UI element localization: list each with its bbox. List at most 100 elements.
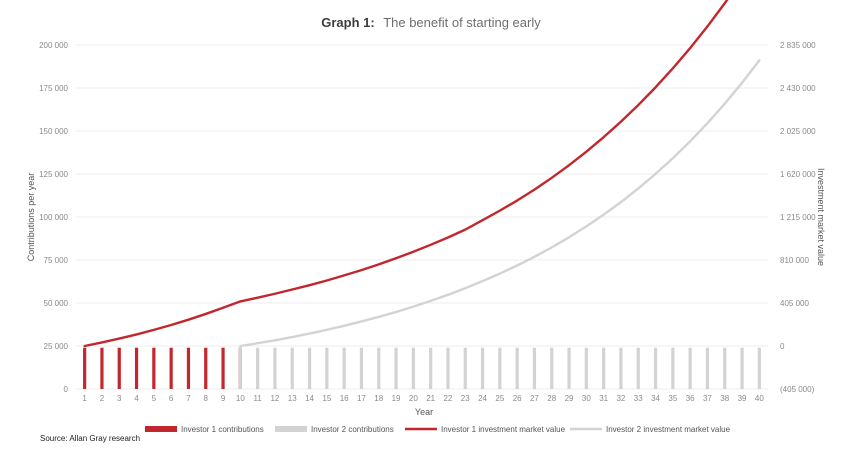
bar-investor-2-contribution	[653, 347, 658, 389]
bar-investor-2-contribution	[498, 347, 502, 389]
bar-investor-2-contribution	[757, 347, 761, 389]
x-tick-label: 37	[703, 394, 712, 403]
legend-swatch	[275, 426, 307, 432]
x-tick-label: 35	[668, 394, 677, 403]
bar-investor-2-contribution	[307, 347, 312, 389]
gridlines	[76, 44, 768, 390]
x-tick-label: 20	[409, 394, 418, 403]
x-tick-label: 21	[426, 394, 435, 403]
bar-investor-2-contribution	[429, 347, 433, 389]
bar-investor-2-contribution	[238, 347, 242, 389]
chart-title-prefix: Graph 1:	[321, 15, 374, 30]
y-axis-right-title: Investment market value	[816, 168, 826, 266]
x-tick-label: 34	[651, 394, 660, 403]
legend-label: Investor 1 contributions	[181, 425, 264, 434]
y-right-tick-label: 2 835 000	[780, 41, 816, 50]
y-left-tick-label: 50 000	[44, 299, 69, 308]
x-tick-label: 23	[461, 394, 470, 403]
x-tick-label: 1	[82, 394, 87, 403]
x-tick-label: 31	[599, 394, 608, 403]
y-axis-left-title: Contributions per year	[26, 173, 36, 262]
x-tick-label: 16	[340, 394, 349, 403]
bar-investor-2-contribution	[688, 347, 692, 389]
bar-investor-2-contribution	[567, 347, 571, 389]
x-tick-label: 26	[513, 394, 522, 403]
bar-investor-2-contribution	[290, 347, 294, 389]
bar-investor-2-contribution	[671, 347, 675, 389]
x-tick-label: 40	[755, 394, 764, 403]
y-left-tick-label: 0	[64, 385, 69, 394]
bar-investor-2-contribution	[377, 347, 381, 389]
legend-label: Investor 2 investment market value	[606, 425, 731, 434]
bar-investor-2-contribution	[723, 347, 727, 389]
bar-investor-2-contribution	[619, 347, 623, 389]
y-right-tick-label: 1 215 000	[780, 213, 816, 222]
x-tick-label: 4	[134, 394, 139, 403]
bar-investor-2-contribution	[411, 347, 415, 389]
bar-investor-2-contribution	[602, 347, 606, 389]
series-lines	[83, 0, 761, 348]
bar-investor-1-contribution	[134, 347, 139, 389]
x-tick-label: 6	[169, 394, 174, 403]
x-tick-label: 17	[357, 394, 366, 403]
bar-investor-2-contribution	[515, 347, 519, 389]
x-tick-label: 2	[100, 394, 105, 403]
bar-investor-2-contribution	[342, 347, 346, 389]
x-tick-label: 27	[530, 394, 539, 403]
bar-investor-1-contribution	[83, 347, 87, 389]
y-right-tick-label: (405 000)	[780, 385, 815, 394]
bar-investor-2-contribution	[256, 347, 260, 389]
x-tick-label: 30	[582, 394, 591, 403]
x-axis-title: Year	[415, 407, 433, 417]
x-tick-label: 8	[204, 394, 209, 403]
x-tick-label: 36	[686, 394, 695, 403]
y-left-tick-label: 150 000	[39, 127, 68, 136]
x-tick-label: 28	[547, 394, 556, 403]
y-right-tick-label: 0	[780, 342, 785, 351]
y-right-tick-label: 810 000	[780, 256, 809, 265]
x-tick-label: 9	[221, 394, 226, 403]
x-tick-label: 13	[288, 394, 297, 403]
x-tick-label: 19	[392, 394, 401, 403]
y-left-tick-label: 75 000	[44, 256, 69, 265]
bar-investor-2-contribution	[463, 347, 467, 389]
y-left-tick-label: 200 000	[39, 41, 68, 50]
bar-investor-2-contribution	[394, 347, 398, 389]
y-right-tick-label: 2 430 000	[780, 84, 816, 93]
x-tick-label: 11	[253, 394, 262, 403]
x-tick-label: 18	[374, 394, 383, 403]
y-left-tick-label: 100 000	[39, 213, 68, 222]
legend-label: Investor 2 contributions	[311, 425, 394, 434]
x-tick-label: 29	[565, 394, 574, 403]
bar-investor-1-contribution	[152, 347, 156, 389]
legend-label: Investor 1 investment market value	[441, 425, 566, 434]
x-tick-label: 10	[236, 394, 245, 403]
bar-investor-2-contribution	[446, 347, 450, 389]
bar-investor-2-contribution	[550, 347, 554, 389]
x-tick-label: 14	[305, 394, 314, 403]
y-right-tick-label: 2 025 000	[780, 127, 816, 136]
chart-title: Graph 1: The benefit of starting early	[321, 14, 541, 31]
source-note: Source: Allan Gray research	[40, 434, 140, 443]
bar-investor-2-contribution	[636, 347, 640, 389]
y-left-tick-label: 125 000	[39, 170, 68, 179]
bar-investor-2-contribution	[273, 347, 277, 389]
legend: Investor 1 contributions Investor 2 contr…	[145, 425, 731, 434]
chart-title-rest: The benefit of starting early	[383, 15, 541, 30]
bar-investor-1-contribution	[186, 347, 191, 389]
bar-investor-2-contribution	[532, 347, 537, 389]
line-investor-1-market-value	[83, 0, 729, 348]
right-axis-ticks: (405 000) 0 405 000 810 000 1 215 000 1 620 0…	[780, 41, 816, 394]
left-axis-ticks: 0 25 000 50 000 75 000 100 000 125 000 150 000…	[39, 41, 68, 394]
bar-investor-1-contribution	[100, 347, 104, 389]
x-tick-label: 38	[720, 394, 729, 403]
y-left-tick-label: 175 000	[39, 84, 68, 93]
x-tick-label: 15	[322, 394, 331, 403]
x-tick-label: 25	[495, 394, 504, 403]
bars	[83, 347, 761, 389]
bar-investor-2-contribution	[480, 347, 485, 389]
bar-investor-2-contribution	[740, 347, 744, 389]
x-tick-label: 33	[634, 394, 643, 403]
x-tick-label: 12	[270, 394, 279, 403]
y-left-tick-label: 25 000	[44, 342, 69, 351]
